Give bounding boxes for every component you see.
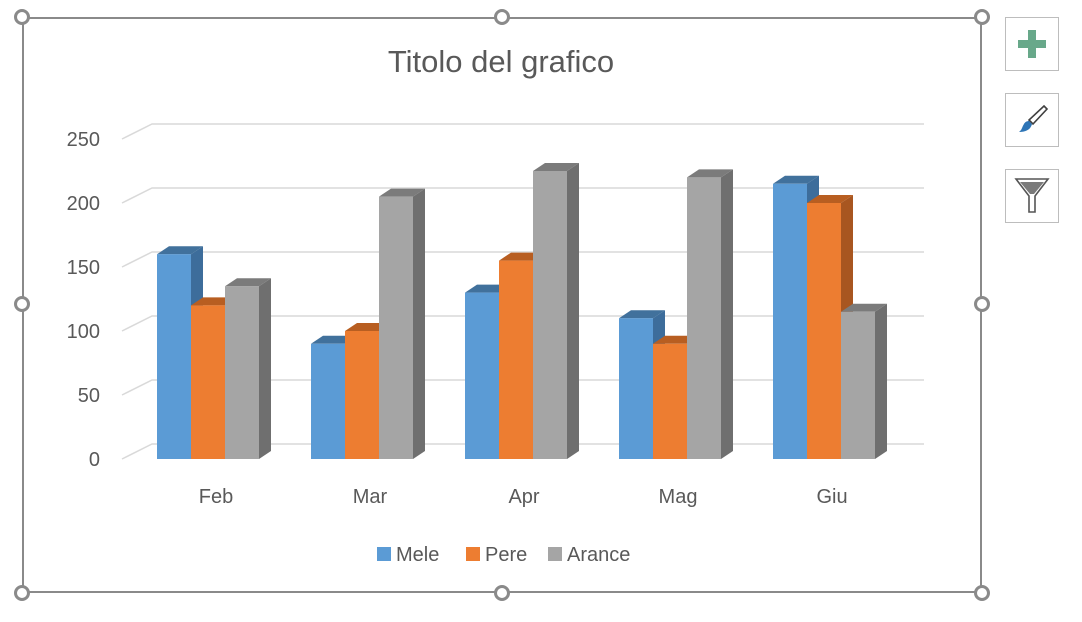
bar bbox=[225, 278, 271, 459]
bar bbox=[533, 163, 579, 459]
x-tick-label: Mar bbox=[353, 486, 388, 508]
funnel-icon bbox=[1014, 178, 1050, 213]
bar bbox=[841, 303, 887, 459]
legend-item[interactable]: Arance bbox=[548, 544, 630, 566]
resize-handle-bottom-left[interactable] bbox=[14, 585, 30, 601]
x-axis-ticks: Feb Mar Apr Mag Giu bbox=[199, 486, 848, 508]
paintbrush-icon bbox=[1019, 104, 1049, 132]
resize-handle-top-right[interactable] bbox=[974, 9, 990, 25]
y-tick-label: 0 bbox=[89, 449, 100, 471]
bar bbox=[807, 195, 853, 459]
bar bbox=[379, 188, 425, 459]
resize-handle-top-left[interactable] bbox=[14, 9, 30, 25]
gridline bbox=[121, 251, 924, 268]
resize-handle-top-center[interactable] bbox=[494, 9, 510, 25]
legend-label: Mele bbox=[396, 544, 439, 566]
resize-handle-bottom-right[interactable] bbox=[974, 585, 990, 601]
y-tick-label: 250 bbox=[67, 129, 100, 151]
y-axis-ticks: 0 50 100 150 200 250 bbox=[67, 129, 100, 471]
legend-swatch bbox=[377, 547, 391, 561]
legend-label: Arance bbox=[567, 544, 630, 566]
y-tick-label: 100 bbox=[67, 321, 100, 343]
resize-handle-middle-right[interactable] bbox=[974, 296, 990, 312]
legend-item[interactable]: Pere bbox=[466, 544, 527, 566]
resize-handle-bottom-center[interactable] bbox=[494, 585, 510, 601]
legend-item[interactable]: Mele bbox=[377, 544, 439, 566]
x-tick-label: Giu bbox=[816, 486, 847, 508]
chart-styles-button[interactable] bbox=[1005, 93, 1059, 147]
y-tick-label: 50 bbox=[78, 385, 100, 407]
chart-elements-button[interactable] bbox=[1005, 17, 1059, 71]
chart-filters-button[interactable] bbox=[1005, 169, 1059, 223]
gridline bbox=[121, 315, 924, 332]
legend-swatch bbox=[548, 547, 562, 561]
x-tick-label: Feb bbox=[199, 486, 233, 508]
gridline bbox=[121, 187, 924, 204]
x-tick-label: Mag bbox=[659, 486, 698, 508]
y-tick-label: 200 bbox=[67, 193, 100, 215]
chart-title: Titolo del grafico bbox=[388, 44, 614, 79]
y-tick-label: 150 bbox=[67, 257, 100, 279]
bar bbox=[687, 169, 733, 459]
bars bbox=[157, 163, 887, 460]
gridline bbox=[121, 123, 924, 140]
legend-swatch bbox=[466, 547, 480, 561]
resize-handle-middle-left[interactable] bbox=[14, 296, 30, 312]
plus-icon bbox=[1018, 30, 1046, 58]
x-tick-label: Apr bbox=[508, 486, 539, 508]
legend-label: Pere bbox=[485, 544, 527, 566]
legend[interactable]: Mele Pere Arance bbox=[377, 544, 630, 566]
